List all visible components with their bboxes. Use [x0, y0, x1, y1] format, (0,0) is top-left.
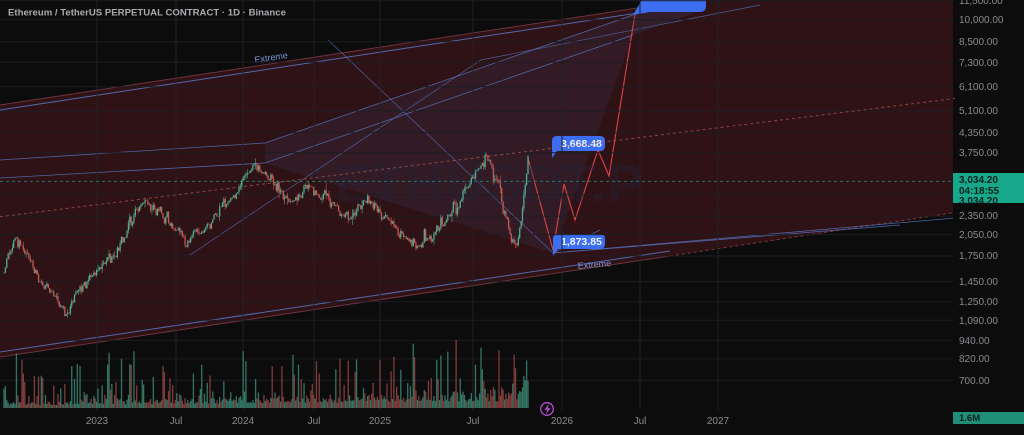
svg-text:3,034.20: 3,034.20: [959, 175, 998, 186]
svg-text:Jul: Jul: [170, 416, 183, 427]
svg-text:2025: 2025: [369, 416, 392, 427]
svg-text:3,034.20: 3,034.20: [959, 196, 998, 207]
svg-text:1,750.00: 1,750.00: [959, 251, 998, 262]
svg-text:2026: 2026: [551, 416, 574, 427]
svg-text:5,100.00: 5,100.00: [959, 106, 998, 117]
svg-text:Jul: Jul: [308, 416, 321, 427]
svg-text:Ethereum / TetherUS PERPETUAL: Ethereum / TetherUS PERPETUAL CONTRACT ·…: [8, 8, 286, 19]
svg-text:2024: 2024: [232, 416, 255, 427]
svg-text:2,050.00: 2,050.00: [959, 230, 998, 241]
svg-text:1,090.00: 1,090.00: [959, 316, 998, 327]
svg-text:700.00: 700.00: [959, 376, 990, 387]
svg-text:11,500.00: 11,500.00: [959, 0, 1003, 7]
svg-text:ETHUSDT.P: ETHUSDT.P: [335, 154, 644, 214]
svg-text:3,750.00: 3,750.00: [959, 148, 998, 159]
svg-text:1,450.00: 1,450.00: [959, 277, 998, 288]
svg-text:940.00: 940.00: [959, 336, 990, 347]
svg-text:2023: 2023: [86, 416, 109, 427]
svg-text:3,668.48: 3,668.48: [561, 138, 602, 150]
svg-text:2027: 2027: [707, 416, 730, 427]
svg-text:820.00: 820.00: [959, 354, 990, 365]
svg-text:Jul: Jul: [467, 416, 480, 427]
svg-text:1,250.00: 1,250.00: [959, 297, 998, 308]
svg-text:2,350.00: 2,350.00: [959, 211, 998, 222]
svg-text:Extreme: Extreme: [577, 258, 611, 271]
svg-text:7,300.00: 7,300.00: [959, 58, 998, 69]
svg-text:8,500.00: 8,500.00: [959, 37, 998, 48]
svg-text:1.6M: 1.6M: [959, 413, 980, 424]
svg-text:4,350.00: 4,350.00: [959, 128, 998, 139]
svg-text:Jul: Jul: [634, 416, 647, 427]
svg-text:1,873.85: 1,873.85: [561, 236, 602, 248]
svg-text:6,100.00: 6,100.00: [959, 82, 998, 93]
svg-text:10,000.00: 10,000.00: [959, 15, 1004, 26]
